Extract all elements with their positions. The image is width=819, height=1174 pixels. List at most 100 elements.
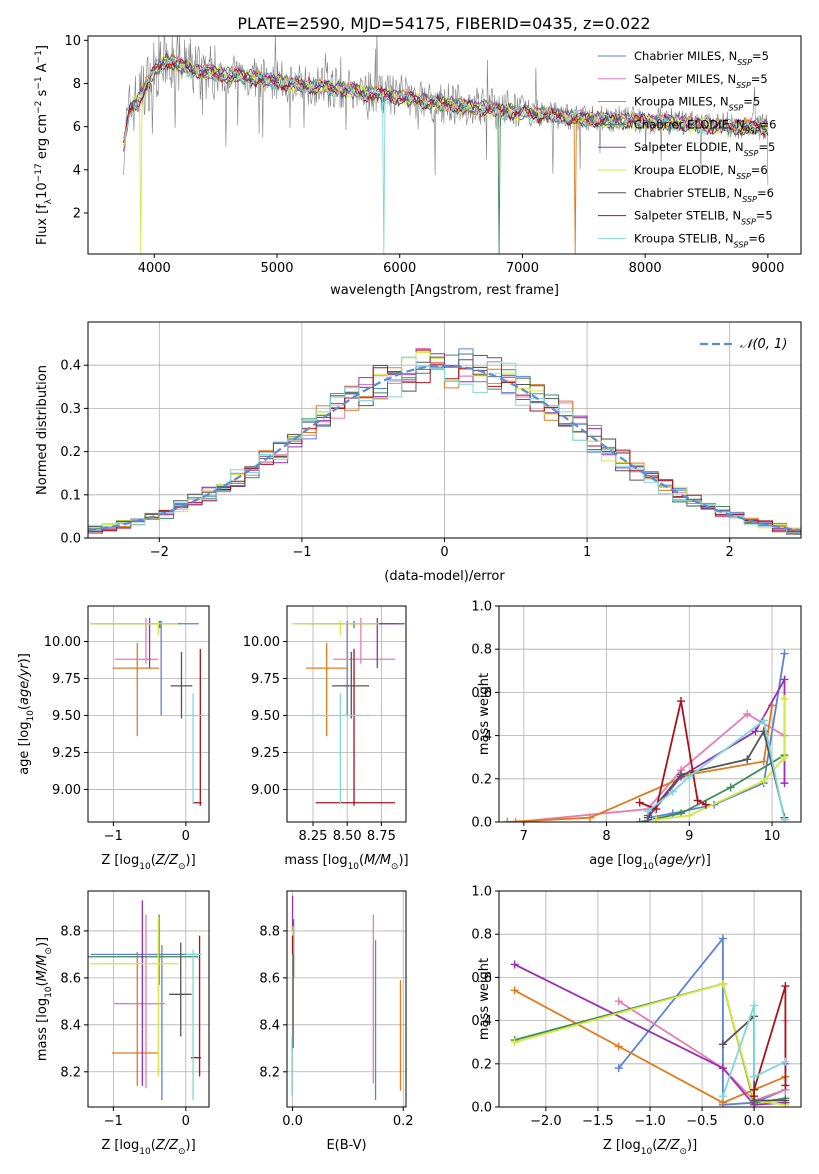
model-spectrum-krou_stelib	[123, 56, 769, 254]
weight-marker	[718, 1064, 727, 1073]
x-tick-label: −2.0	[530, 1114, 562, 1129]
y-tick-label: 0.4	[471, 729, 492, 744]
weight-marker	[652, 815, 661, 822]
weight-marker	[759, 757, 768, 766]
weight-series-salp_elodie	[647, 675, 786, 819]
y-tick-label: 8	[73, 77, 81, 92]
weight-marker	[750, 1072, 759, 1081]
weight-series-krou_stelib	[722, 1005, 786, 1097]
y-tick-label: 0.0	[60, 532, 81, 547]
weight-marker	[614, 1064, 623, 1073]
y-tick-label: 0.2	[471, 772, 492, 787]
weight-marker	[781, 982, 790, 991]
weight-marker	[511, 818, 520, 822]
axes-frame	[87, 605, 210, 823]
y-axis-label: mass weight	[477, 958, 492, 1040]
x-tick-label: 8.25	[299, 829, 328, 844]
y-tick-label: 8.8	[259, 924, 280, 939]
x-axis-label: wavelength [Angstrom, rest frame]	[330, 283, 559, 298]
y-tick-label: 8.4	[60, 1018, 81, 1033]
weight-marker	[677, 770, 686, 779]
y-tick-label: 0.6	[471, 971, 492, 986]
x-tick-label: −0.5	[686, 1114, 718, 1129]
model-spectrum-chab_miles	[123, 58, 768, 143]
weight-marker	[586, 813, 595, 822]
weight-marker	[677, 697, 686, 706]
y-tick-label: 9.50	[251, 709, 280, 724]
panel-weight_vs_Z: −2.0 −1.5 −1.0 −0.5 0.0 0.0 0.2 0.4 0.6 0.8 1.0 Z […	[471, 885, 802, 1157]
weight-marker	[743, 710, 752, 718]
x-tick-label: 0	[182, 1114, 190, 1129]
x-tick-label: 0	[182, 829, 190, 844]
y-tick-label: 8.6	[60, 971, 81, 986]
weight-marker	[685, 772, 694, 781]
y-tick-label: 10.00	[243, 635, 280, 650]
weight-series-chab_elodie	[639, 754, 785, 822]
weight-marker	[510, 1038, 519, 1047]
weight-marker	[614, 997, 623, 1006]
weight-marker	[780, 779, 789, 788]
axes-frame	[286, 605, 407, 823]
y-tick-label: 8.2	[60, 1065, 81, 1080]
legend-entry: Salpeter STELIB, NSSP=5	[634, 209, 773, 227]
weight-marker	[718, 979, 727, 988]
x-axis-label: E(B-V)	[326, 1138, 366, 1153]
weight-marker	[718, 1040, 727, 1049]
weight-marker	[718, 934, 727, 943]
y-tick-label: 9.25	[52, 746, 81, 761]
y-tick-label: 9.25	[251, 746, 280, 761]
weight-marker	[635, 818, 644, 822]
x-tick-label: 0	[440, 545, 448, 560]
axes-frame	[498, 605, 802, 823]
weight-marker	[759, 716, 768, 725]
y-tick-label: 0.4	[471, 1014, 492, 1029]
plot-area-weight_vs_age	[503, 649, 789, 822]
y-tick-label: 8.6	[259, 971, 280, 986]
weight-marker	[643, 807, 652, 816]
x-tick-label: 8.75	[367, 829, 396, 844]
x-tick-label: 8	[602, 829, 610, 844]
axes-frame	[87, 890, 210, 1108]
histogram-krou_stelib	[88, 356, 801, 534]
y-tick-label: 0.0	[471, 816, 492, 831]
y-tick-label: 8.8	[60, 924, 81, 939]
weight-marker	[780, 694, 789, 703]
model-spectrum-chab_stelib	[123, 58, 769, 141]
model-spectrum-krou_miles	[123, 53, 769, 254]
x-tick-label: 2	[726, 545, 734, 560]
weight-marker	[780, 675, 789, 684]
figure-title: PLATE=2590, MJD=54175, FIBERID=0435, z=0…	[237, 14, 650, 33]
y-tick-label: 0.0	[471, 1101, 492, 1116]
x-tick-label: 0.0	[744, 1114, 765, 1129]
weight-marker	[510, 960, 519, 969]
legend-entry: Kroupa MILES, NSSP=5	[634, 95, 760, 113]
panel-age_vs_Z: −1 0 9.00 9.25 9.50 9.75 10.00 Z [log10(Z/Z⊙)] a…	[17, 605, 210, 872]
weight-marker	[781, 1057, 790, 1066]
weight-marker	[781, 1096, 790, 1105]
weight-series-salp_elodie	[514, 963, 786, 1106]
y-tick-label: 9.00	[52, 783, 81, 798]
y-tick-label: 9.00	[251, 783, 280, 798]
y-tick-label: 1.0	[471, 885, 492, 900]
panel-weight_vs_age: 7 8 9 10 0.0 0.2 0.4 0.6 0.8 1.0 age [log10(age/yr…	[471, 600, 802, 872]
y-tick-label: 0.1	[60, 488, 81, 503]
x-tick-label: 5000	[260, 261, 293, 276]
y-axis-label: age [log10(age/yr)]	[17, 653, 36, 775]
x-tick-label: 0.0	[282, 1114, 303, 1129]
normal-reference-curve	[88, 364, 801, 532]
x-tick-label: 0.2	[393, 1114, 414, 1129]
panel-residuals: −2 −1 0 1 2 0.0 0.1 0.2 0.3 0.4 (data-model)/error…	[35, 321, 802, 584]
y-axis-label: Normed distribution	[35, 365, 50, 495]
plot-area-residuals	[88, 348, 801, 535]
weight-marker	[759, 776, 768, 785]
y-axis-label: mass [log10(M/M⊙)]	[35, 937, 54, 1061]
plot-area-weight_vs_Z	[510, 934, 790, 1107]
weight-marker	[701, 800, 710, 809]
legend-entry: 𝒩(0, 1)	[740, 337, 787, 352]
panel-spectrum: 4000 5000 6000 7000 8000 9000 2 4 6 8 10 wavelength…	[34, 34, 802, 298]
legend-entry: Kroupa STELIB, NSSP=6	[634, 231, 765, 249]
histogram-chab_stelib	[88, 356, 801, 535]
x-axis-label: Z [log10(Z/Z⊙)]	[603, 1138, 697, 1157]
y-tick-label: 1.0	[471, 600, 492, 615]
